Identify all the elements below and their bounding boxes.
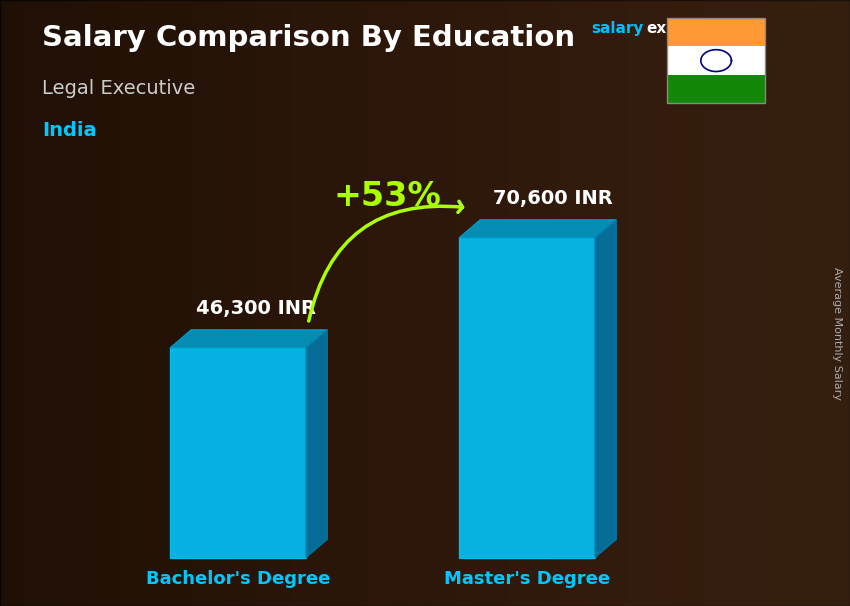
Text: 70,600 INR: 70,600 INR (493, 188, 613, 208)
Bar (667, 18, 765, 47)
Polygon shape (595, 220, 616, 558)
Text: Legal Executive: Legal Executive (42, 79, 196, 98)
Bar (667, 47, 765, 75)
Text: 46,300 INR: 46,300 INR (196, 299, 315, 318)
Polygon shape (170, 330, 327, 348)
Polygon shape (459, 220, 616, 238)
Text: Bachelor's Degree: Bachelor's Degree (146, 570, 330, 588)
Polygon shape (170, 348, 306, 558)
Text: explorer.com: explorer.com (646, 21, 756, 36)
Text: India: India (42, 121, 97, 140)
Text: Average Monthly Salary: Average Monthly Salary (832, 267, 842, 400)
Text: Master's Degree: Master's Degree (444, 570, 610, 588)
Bar (667, 75, 765, 103)
Bar (667, 18, 765, 103)
Polygon shape (306, 330, 327, 558)
Text: Salary Comparison By Education: Salary Comparison By Education (42, 24, 575, 52)
Text: salary: salary (591, 21, 643, 36)
Polygon shape (459, 238, 595, 558)
Text: +53%: +53% (334, 179, 442, 213)
